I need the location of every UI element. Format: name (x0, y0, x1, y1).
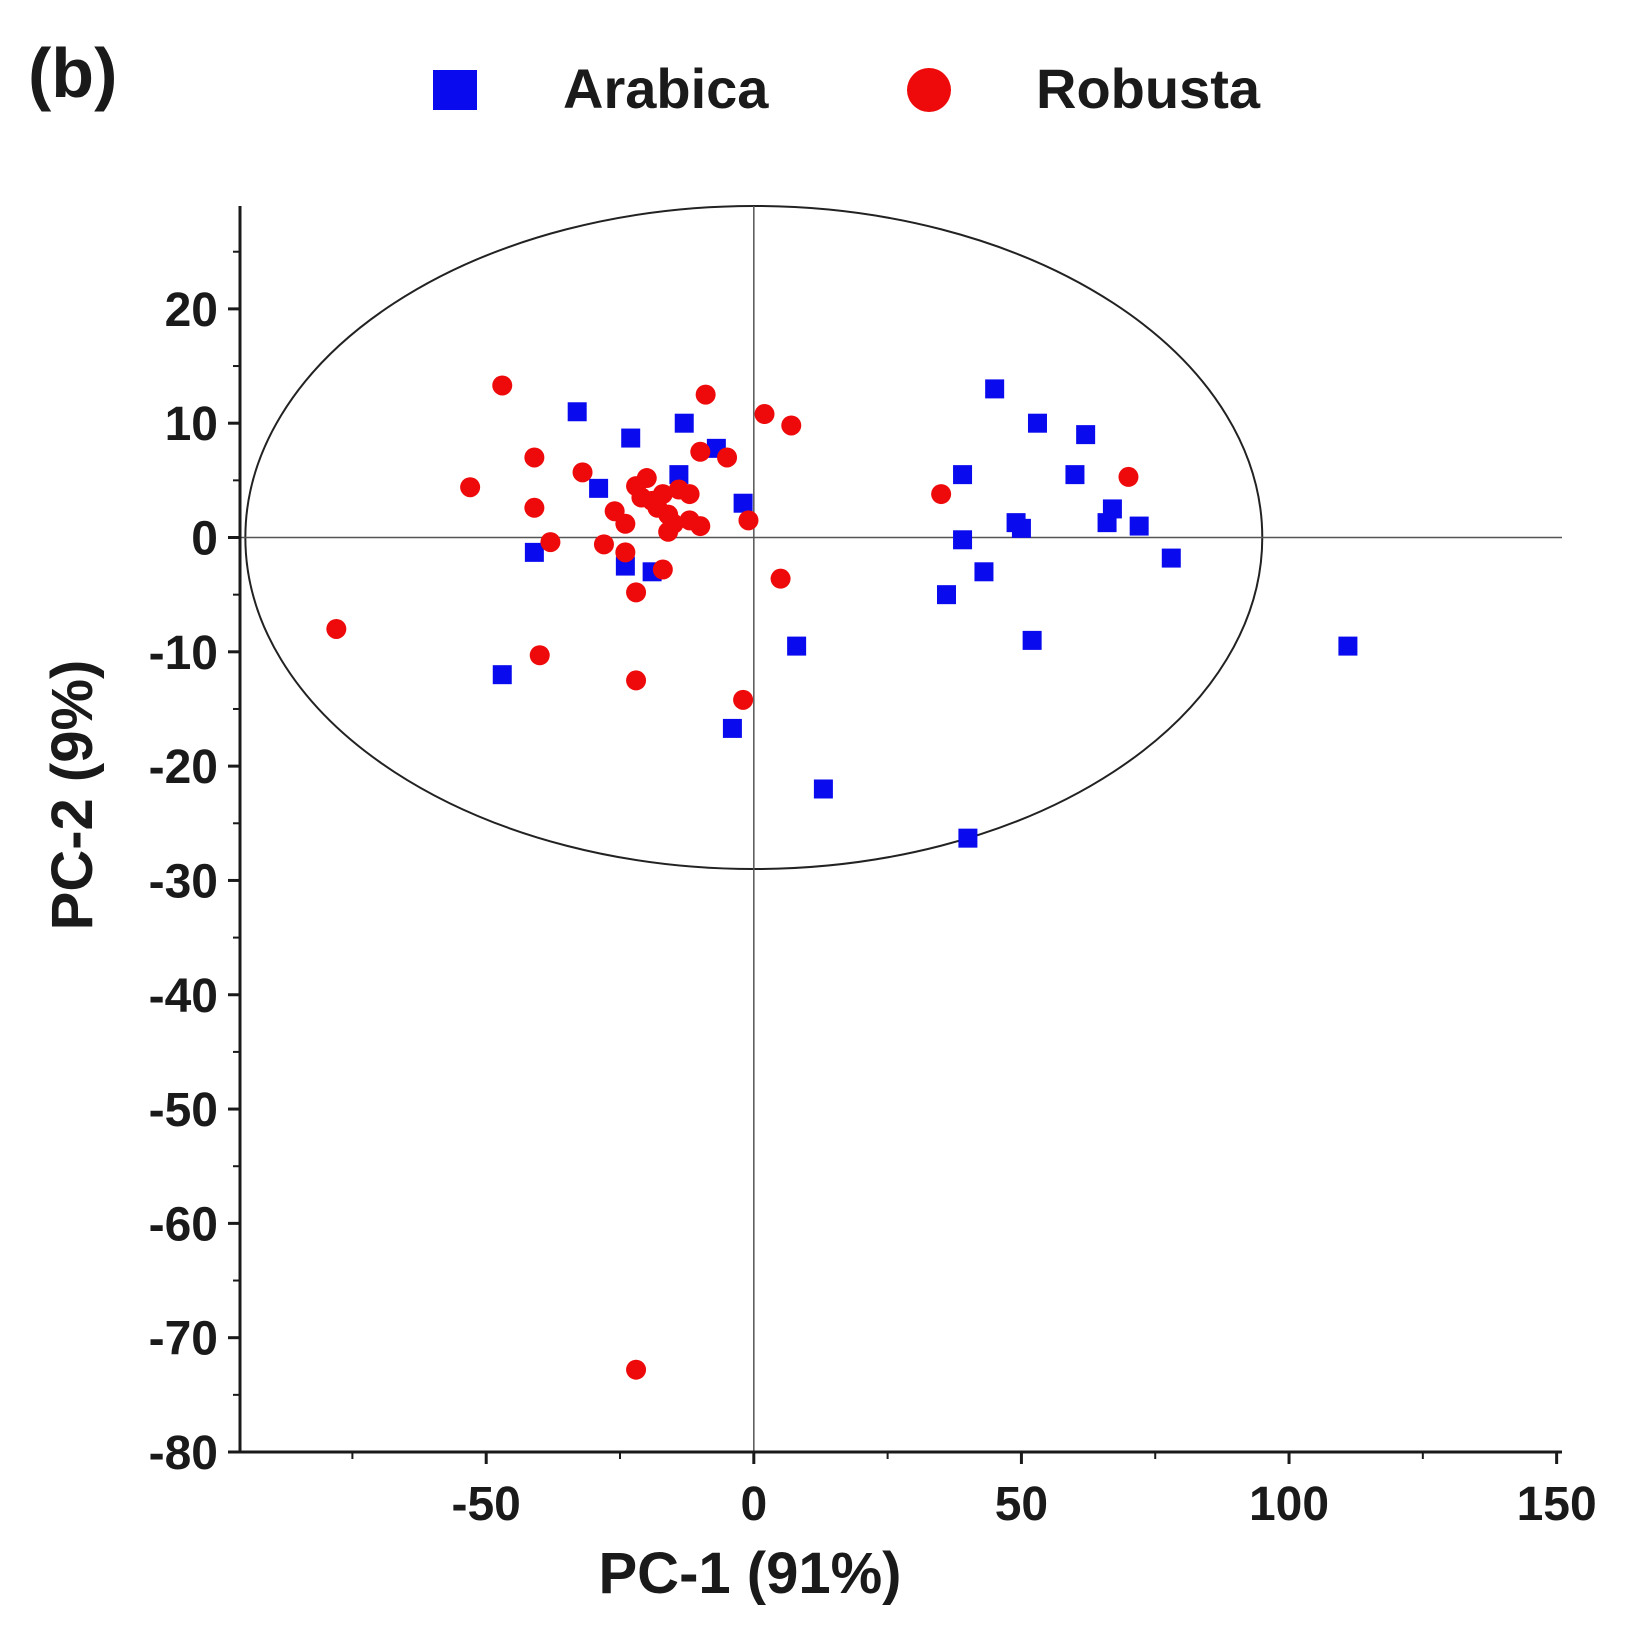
robusta-point (615, 542, 636, 563)
arabica-point (813, 779, 833, 799)
arabica-point (936, 585, 956, 605)
y-tick-label: 10 (165, 398, 218, 451)
arabica-point (722, 718, 742, 738)
arabica-point (524, 542, 544, 562)
arabica-point (669, 465, 689, 485)
arabica-point (1065, 465, 1085, 485)
arabica-point (1022, 630, 1042, 650)
robusta-point (524, 447, 545, 468)
robusta-point (781, 415, 802, 436)
y-tick-label: -70 (149, 1313, 218, 1366)
x-tick-label: 0 (740, 1478, 767, 1531)
arabica-point (953, 465, 973, 485)
robusta-point (636, 468, 657, 489)
robusta-point (733, 689, 754, 710)
arabica-point (567, 402, 587, 422)
arabica-point (1338, 636, 1358, 656)
arabica-point (615, 556, 635, 576)
robusta-point (593, 534, 614, 555)
arabica-point (985, 379, 1005, 399)
robusta-point (1118, 466, 1139, 487)
robusta-point (492, 375, 513, 396)
y-tick-label: -30 (149, 855, 218, 908)
robusta-point (690, 516, 711, 537)
robusta-point (652, 559, 673, 580)
robusta-point (770, 568, 791, 589)
arabica-point (958, 828, 978, 848)
arabica-point (787, 636, 807, 656)
robusta-point (572, 462, 593, 483)
y-tick-label: 20 (165, 284, 218, 337)
arabica-point (621, 428, 641, 448)
legend-marker-robusta (907, 68, 951, 112)
arabica-point (1129, 516, 1149, 536)
robusta-point (529, 645, 550, 666)
arabica-point (953, 530, 973, 550)
robusta-point (626, 582, 647, 603)
x-tick-label: 100 (1249, 1478, 1329, 1531)
robusta-point (626, 1359, 647, 1380)
robusta-point (615, 513, 636, 534)
arabica-point (1027, 413, 1047, 433)
arabica-point (1011, 518, 1031, 538)
y-tick-label: -40 (149, 970, 218, 1023)
y-tick-label: -60 (149, 1198, 218, 1251)
robusta-point (690, 441, 711, 462)
robusta-point (695, 384, 716, 405)
robusta-point (738, 510, 759, 531)
arabica-point (974, 562, 994, 582)
y-axis-title: PC-2 (9%) (40, 660, 105, 931)
y-tick-label: 0 (191, 513, 218, 566)
robusta-point (754, 404, 775, 425)
arabica-point (1097, 513, 1117, 533)
y-tick-label: -20 (149, 741, 218, 794)
arabica-point (674, 413, 694, 433)
x-tick-label: 50 (995, 1478, 1048, 1531)
x-axis-title: PC-1 (91%) (599, 1541, 902, 1606)
x-tick-label: -50 (452, 1478, 521, 1531)
robusta-point (679, 484, 700, 505)
robusta-point (658, 521, 679, 542)
robusta-point (540, 532, 561, 553)
legend: Arabica Robusta (433, 57, 1261, 120)
robusta-point (326, 618, 347, 639)
legend-label-robusta: Robusta (1036, 57, 1261, 120)
panel-label: (b) (28, 34, 117, 112)
robusta-point (460, 477, 481, 498)
robusta-point (931, 484, 952, 505)
robusta-point (717, 447, 738, 468)
y-tick-label: -10 (149, 627, 218, 680)
y-tick-label: -50 (149, 1084, 218, 1137)
robusta-point (626, 670, 647, 691)
x-tick-label: 150 (1517, 1478, 1597, 1531)
arabica-point (1161, 548, 1181, 568)
arabica-point (589, 478, 609, 498)
arabica-point (1076, 425, 1096, 445)
robusta-point (524, 497, 545, 518)
data-points (326, 375, 1358, 1380)
y-tick-label: -80 (149, 1427, 218, 1480)
legend-marker-arabica (433, 70, 477, 110)
arabica-point (492, 665, 512, 685)
legend-label-arabica: Arabica (563, 57, 769, 120)
arabica-point (733, 493, 753, 513)
